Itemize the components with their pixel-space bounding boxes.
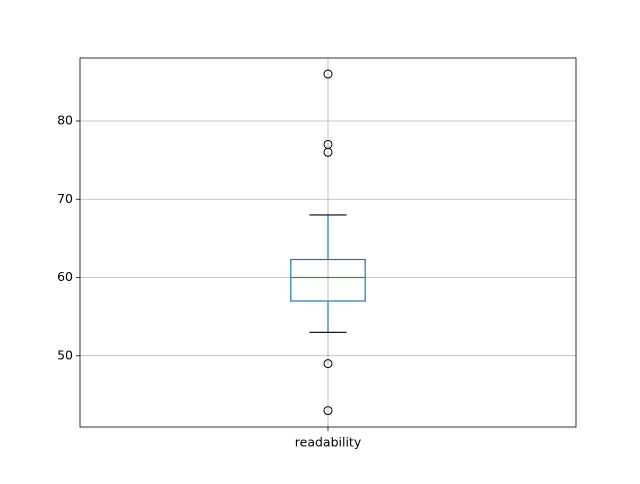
plot-frame	[79, 57, 577, 428]
outlier	[323, 147, 333, 157]
outlier	[323, 359, 333, 369]
outlier	[323, 69, 333, 79]
x-tick-label: readability	[295, 435, 362, 450]
y-tick-label: 80	[57, 113, 73, 128]
y-tick-label: 50	[57, 347, 73, 362]
y-tick-label: 70	[57, 191, 73, 206]
outlier	[323, 406, 333, 416]
y-tick-label: 60	[57, 269, 73, 284]
box	[290, 258, 366, 302]
